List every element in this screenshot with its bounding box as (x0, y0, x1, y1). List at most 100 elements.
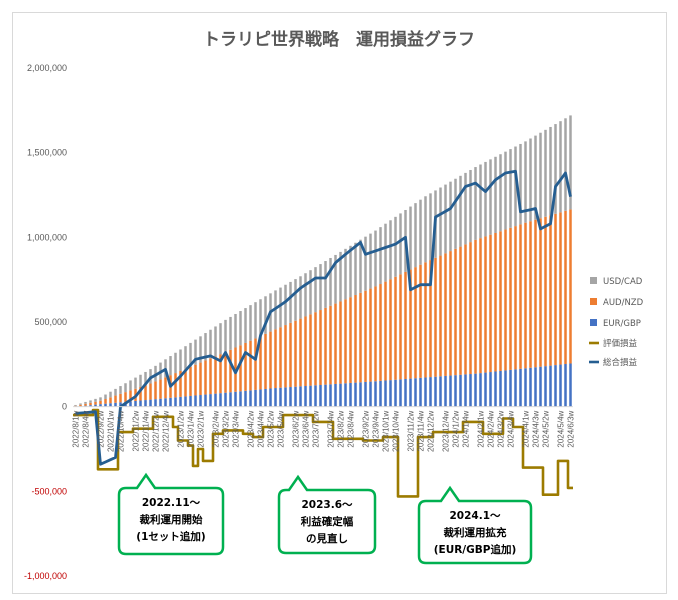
bar-usd-cad (399, 213, 402, 275)
bar-usd-cad (104, 394, 107, 400)
x-tick-label: 2024/1/4w (462, 410, 471, 447)
bar-eur-gbp (384, 380, 387, 407)
bar-eur-gbp (354, 382, 357, 407)
bar-usd-cad (314, 267, 317, 313)
bar-aud-nzd (374, 286, 377, 382)
bar-usd-cad (459, 175, 462, 247)
bar-usd-cad (364, 236, 367, 291)
bar-usd-cad (349, 245, 352, 298)
bar-aud-nzd (444, 253, 447, 376)
bar-eur-gbp (399, 379, 402, 407)
bar-usd-cad (354, 242, 357, 296)
x-tick-label: 2022/11/2w (132, 410, 141, 451)
bar-usd-cad (554, 124, 557, 214)
bar-usd-cad (299, 276, 302, 319)
bar-usd-cad (414, 203, 417, 268)
callout-text-line: 2022.11～ (142, 497, 201, 509)
bar-layer (74, 115, 572, 407)
bar-aud-nzd (484, 236, 487, 373)
bar-usd-cad (239, 311, 242, 346)
x-tick-label: 2023/6/4w (302, 410, 311, 447)
bar-aud-nzd (344, 299, 347, 384)
bar-aud-nzd (244, 342, 247, 391)
bar-eur-gbp (419, 377, 422, 407)
bar-aud-nzd (224, 352, 227, 393)
bar-aud-nzd (144, 385, 147, 401)
bar-aud-nzd (309, 314, 312, 386)
bar-usd-cad (89, 400, 92, 403)
bar-usd-cad (499, 154, 502, 232)
bar-aud-nzd (249, 340, 252, 391)
bar-eur-gbp (309, 385, 312, 407)
bar-aud-nzd (514, 226, 517, 370)
bar-eur-gbp (169, 397, 172, 407)
bar-aud-nzd (499, 231, 502, 371)
bar-aud-nzd (569, 209, 572, 364)
bar-eur-gbp (469, 374, 472, 407)
bar-eur-gbp (519, 368, 522, 407)
bar-usd-cad (204, 333, 207, 361)
bar-aud-nzd (259, 336, 262, 390)
bar-eur-gbp (459, 374, 462, 407)
bar-aud-nzd (389, 279, 392, 381)
callout-text-line: 2023.6～ (301, 499, 353, 511)
x-tick-label: 2023/1/2w (177, 410, 186, 447)
bar-usd-cad (139, 374, 142, 387)
line-hyouka-soneki (73, 408, 573, 498)
bar-eur-gbp (409, 378, 412, 407)
bar-usd-cad (294, 279, 297, 321)
bar-usd-cad (424, 196, 427, 263)
bar-usd-cad (369, 233, 372, 289)
x-tick-label: 2023/10/1w (382, 410, 391, 452)
bar-eur-gbp (234, 391, 237, 407)
bar-eur-gbp (314, 385, 317, 407)
bar-aud-nzd (369, 288, 372, 382)
bar-aud-nzd (104, 399, 107, 404)
x-tick-label: 2024/3/4w (507, 410, 516, 447)
bar-eur-gbp (324, 384, 327, 407)
bar-eur-gbp (404, 378, 407, 407)
bar-aud-nzd (414, 267, 417, 379)
bar-aud-nzd (494, 232, 497, 372)
bar-usd-cad (229, 316, 232, 350)
bar-aud-nzd (264, 333, 267, 389)
bar-eur-gbp (264, 388, 267, 407)
x-tick-label: 2022/11/4w (142, 410, 151, 451)
bar-aud-nzd (529, 221, 532, 368)
bar-usd-cad (244, 308, 247, 343)
line-sougou-soneki (75, 169, 572, 466)
bar-aud-nzd (544, 216, 547, 367)
bar-aud-nzd (504, 229, 507, 371)
line-layer (73, 169, 573, 498)
bar-usd-cad (339, 251, 342, 302)
x-tick-label: 2023/12/4w (442, 410, 451, 452)
x-tick-label: 2022/10/1w (107, 410, 116, 452)
bar-usd-cad (109, 391, 112, 398)
legend-label: 評価損益 (603, 338, 638, 349)
bar-usd-cad (484, 161, 487, 237)
bar-aud-nzd (419, 264, 422, 378)
legend-label: EUR/GBP (603, 319, 641, 329)
bar-aud-nzd (124, 392, 127, 402)
chart-frame: トラリピ世界戦略 運用損益グラフ 2,000,000 1,500,000 1,000… (12, 12, 667, 594)
bar-usd-cad (189, 342, 192, 367)
bar-eur-gbp (244, 390, 247, 407)
bar-usd-cad (214, 326, 217, 357)
bar-eur-gbp (329, 384, 332, 407)
bar-aud-nzd (324, 307, 327, 385)
bar-aud-nzd (199, 362, 202, 396)
bar-usd-cad (304, 273, 307, 317)
bar-eur-gbp (334, 383, 337, 407)
bar-usd-cad (284, 284, 287, 326)
bar-aud-nzd (89, 402, 92, 406)
bar-aud-nzd (84, 403, 87, 406)
bar-usd-cad (419, 199, 422, 265)
bar-usd-cad (379, 227, 382, 285)
bar-usd-cad (529, 138, 532, 222)
bar-eur-gbp (424, 377, 427, 407)
bar-aud-nzd (519, 224, 522, 369)
bar-eur-gbp (549, 365, 552, 407)
bar-eur-gbp (464, 374, 467, 407)
bar-eur-gbp (529, 367, 532, 407)
bar-usd-cad (534, 135, 537, 220)
